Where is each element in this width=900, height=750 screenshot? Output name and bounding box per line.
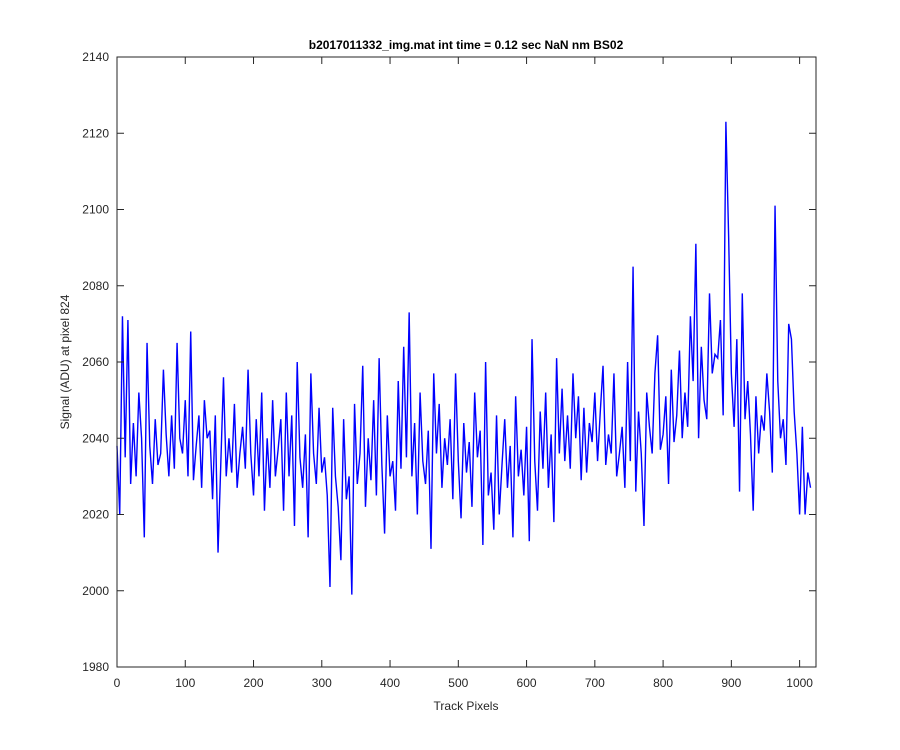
y-axis-label: Signal (ADU) at pixel 824: [58, 294, 72, 429]
y-tick-label: 2060: [82, 355, 109, 369]
x-tick-label: 800: [653, 676, 673, 690]
y-tick-label: 2120: [82, 126, 109, 140]
y-tick-label: 1980: [82, 660, 109, 674]
y-tick-label: 2020: [82, 508, 109, 522]
x-tick-label: 1000: [786, 676, 813, 690]
x-tick-label: 900: [721, 676, 741, 690]
axes-box: [116, 56, 817, 668]
x-tick-label: 700: [585, 676, 605, 690]
series-line-0: [116, 121, 812, 595]
x-tick-label: 100: [175, 676, 195, 690]
y-tick-label: 2000: [82, 584, 109, 598]
y-tick-label: 2140: [82, 50, 109, 64]
x-tick-label: 600: [517, 676, 537, 690]
data-layer: [116, 121, 812, 595]
y-tick-label: 2100: [82, 203, 109, 217]
chart-title: b2017011332_img.mat int time = 0.12 sec …: [309, 38, 624, 52]
x-tick-label: 300: [312, 676, 332, 690]
label-layer: 0 100 200 300 400 500 600 700 800 900 1000 1980 2000…: [82, 50, 813, 690]
x-tick-label: 500: [448, 676, 468, 690]
y-tick-label: 2080: [82, 279, 109, 293]
x-tick-label: 400: [380, 676, 400, 690]
x-axis-label: Track Pixels: [434, 699, 499, 713]
x-tick-label: 0: [114, 676, 121, 690]
plot-background: [117, 57, 816, 667]
x-tick-label: 200: [244, 676, 264, 690]
y-tick-label: 2040: [82, 431, 109, 445]
